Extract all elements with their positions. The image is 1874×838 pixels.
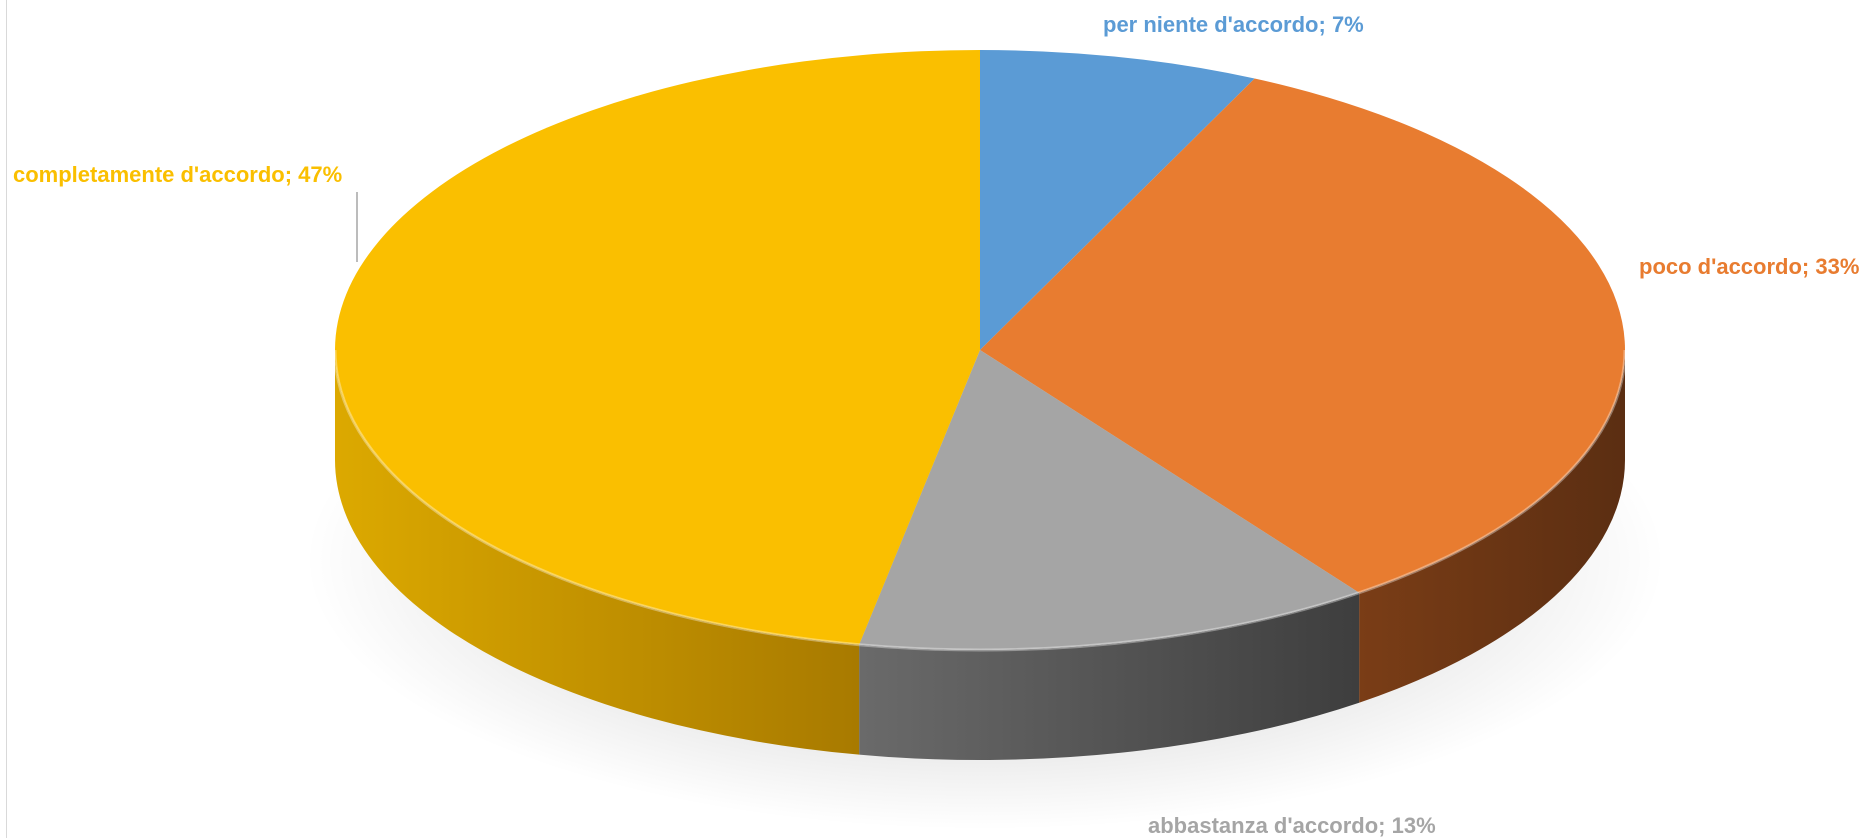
label-poco: poco d'accordo; 33% [1639,254,1859,279]
label-per-niente: per niente d'accordo; 7% [1103,12,1364,37]
label-completamente: completamente d'accordo; 47% [13,162,342,187]
label-abbastanza: abbastanza d'accordo; 13% [1148,813,1436,838]
pie-tops [335,50,1625,650]
